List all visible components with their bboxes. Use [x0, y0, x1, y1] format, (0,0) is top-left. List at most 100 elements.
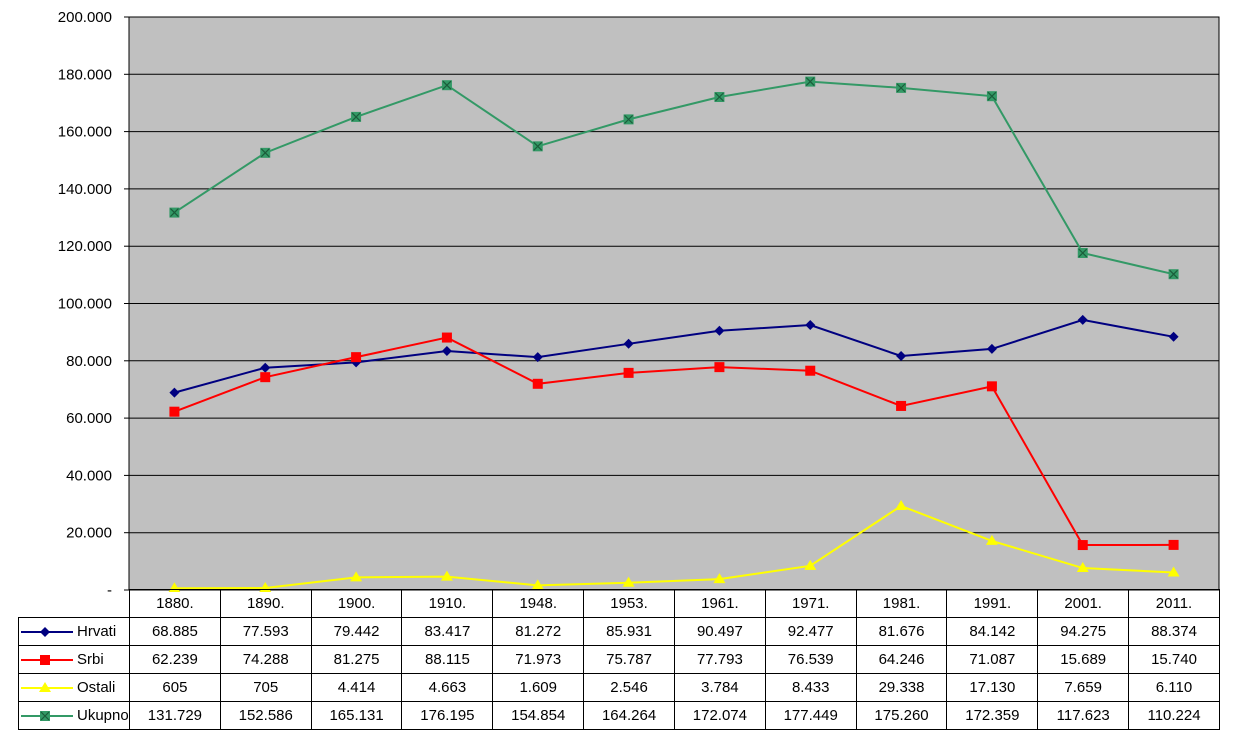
series-line-ukupno [173, 80, 1174, 276]
data-point-ukupno [260, 147, 271, 158]
series-hrvati [169, 314, 1179, 398]
legend-label: Hrvati [77, 623, 117, 640]
data-point-srbi [623, 367, 634, 378]
data-label: 75.787 [583, 645, 675, 674]
legend-key-srbi [21, 653, 73, 667]
series-line-hrvati [174, 318, 1174, 394]
data-label: 176.195 [401, 701, 494, 730]
y-tick-label: 200.000 [58, 9, 112, 26]
data-point-srbi [532, 378, 543, 389]
data-label: 81.272 [492, 617, 585, 646]
data-point-ostali [804, 559, 817, 570]
data-point-ostali [1167, 566, 1180, 577]
table-row: Ukupno 131.729 152.586 165.131 176.195 154.85… [18, 701, 1220, 730]
category-label: 1890. [219, 589, 312, 618]
data-label: 152.586 [219, 701, 312, 730]
data-point-hrvati [896, 350, 907, 361]
data-point-ostali [985, 534, 998, 545]
data-point-srbi [40, 654, 50, 665]
data-label: 705 [219, 673, 312, 702]
category-label: 2011. [1128, 589, 1220, 618]
data-point-srbi [986, 381, 997, 392]
data-point-hrvati [805, 320, 816, 331]
y-tick-label: 40.000 [66, 467, 112, 484]
data-label: 165.131 [310, 701, 403, 730]
data-table: 1880. 1890. 1900. 1910. 1948. 1953. 1961. 1971.… [18, 589, 1220, 730]
y-tick-label: - [107, 582, 112, 592]
data-point-ostali [350, 571, 363, 582]
category-label: 1953. [583, 589, 675, 618]
data-label: 164.264 [583, 701, 675, 730]
data-point-hrvati [986, 343, 997, 354]
data-label: 1.609 [492, 673, 585, 702]
data-point-ukupno [896, 82, 907, 93]
data-label: 154.854 [492, 701, 585, 730]
data-point-hrvati [714, 325, 725, 336]
y-tick-label: 140.000 [58, 181, 112, 198]
data-label: 172.074 [673, 701, 766, 730]
data-label: 85.931 [583, 617, 675, 646]
data-point-ukupno [623, 114, 634, 125]
category-label: 1971. [764, 589, 857, 618]
data-label: 74.288 [219, 645, 312, 674]
series-line-ostali [174, 504, 1174, 590]
legend-entry: Hrvati [18, 617, 130, 646]
data-point-hrvati [532, 352, 543, 363]
y-tick-label: 120.000 [58, 238, 112, 255]
data-label: 62.239 [129, 645, 221, 674]
data-point-hrvati [1077, 314, 1088, 325]
data-label: 64.246 [855, 645, 948, 674]
data-point-ukupno [532, 141, 543, 152]
category-label: 1948. [492, 589, 585, 618]
data-label: 77.793 [673, 645, 766, 674]
data-label: 177.449 [764, 701, 857, 730]
data-label: 29.338 [855, 673, 948, 702]
category-label: 1900. [310, 589, 403, 618]
data-point-hrvati [40, 626, 50, 637]
table-row: Ostali 605 705 4.414 4.663 1.609 2.546 3.784 8.4… [18, 673, 1220, 702]
table-corner [18, 589, 130, 618]
data-point-srbi [1168, 539, 1179, 550]
category-label: 2001. [1037, 589, 1130, 618]
data-point-srbi [714, 362, 725, 373]
data-point-ukupno [1077, 248, 1088, 259]
data-label: 83.417 [401, 617, 494, 646]
y-tick-label: 20.000 [66, 525, 112, 542]
y-tick-label: 80.000 [66, 353, 112, 370]
data-label: 68.885 [129, 617, 221, 646]
data-label: 71.973 [492, 645, 585, 674]
legend-label: Ukupno [77, 707, 129, 724]
data-point-hrvati [623, 338, 634, 349]
y-tick-label: 180.000 [58, 66, 112, 83]
data-label: 90.497 [673, 617, 766, 646]
data-label: 92.477 [764, 617, 857, 646]
series-srbi [169, 332, 1179, 551]
data-point-ukupno [441, 80, 452, 91]
data-label: 605 [129, 673, 221, 702]
category-label: 1991. [946, 589, 1039, 618]
data-point-srbi [441, 332, 452, 343]
data-point-srbi [260, 372, 271, 383]
data-label: 17.130 [946, 673, 1039, 702]
data-label: 110.224 [1128, 701, 1220, 730]
data-point-srbi [351, 352, 362, 363]
series-line-srbi [174, 336, 1174, 547]
data-label: 76.539 [764, 645, 857, 674]
data-label: 84.142 [946, 617, 1039, 646]
data-label: 15.740 [1128, 645, 1220, 674]
y-tick-label: 60.000 [66, 410, 112, 427]
data-label: 172.359 [946, 701, 1039, 730]
data-point-ukupno [351, 111, 362, 122]
legend-label: Srbi [77, 651, 104, 668]
line-chart: - 20.000 40.000 60.000 80.000 100.000 120.000 1… [58, 9, 1220, 592]
table-row: Srbi 62.239 74.288 81.275 88.115 71.973 75.787… [18, 645, 1220, 674]
table-row: Hrvati 68.885 77.593 79.442 83.417 81.272 85.9… [18, 617, 1220, 646]
series-ukupno [169, 76, 1179, 280]
data-point-ostali [1076, 562, 1089, 573]
data-point-ukupno [714, 92, 725, 103]
data-label: 4.414 [310, 673, 403, 702]
data-label: 77.593 [219, 617, 312, 646]
data-point-ukupno [1168, 269, 1179, 280]
legend-entry: Srbi [18, 645, 130, 674]
data-label: 2.546 [583, 673, 675, 702]
